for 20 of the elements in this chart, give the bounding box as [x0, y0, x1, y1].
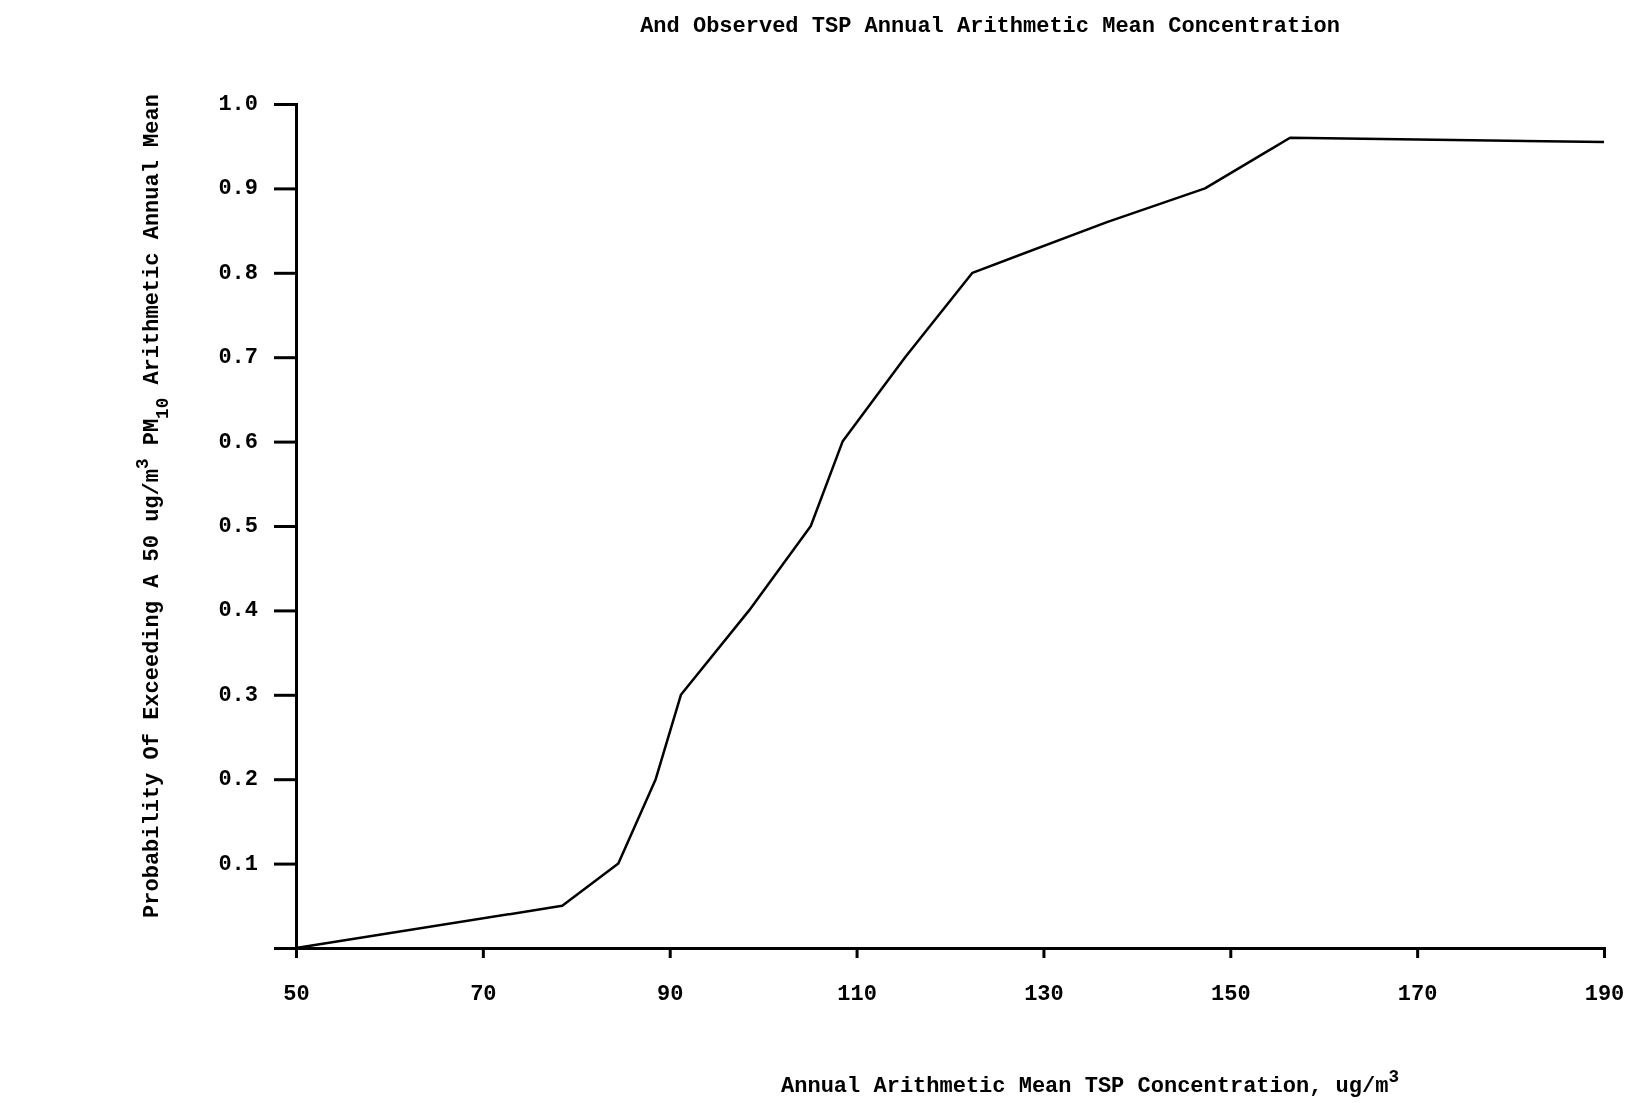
x-tick-label: 110 — [837, 981, 877, 1007]
x-tick-label: 190 — [1584, 981, 1625, 1007]
y-tick-label: 0.4 — [218, 598, 258, 624]
x-tick-label: 50 — [283, 981, 310, 1007]
y-tick-label: 0.8 — [218, 260, 258, 286]
y-tick-label: 0.6 — [218, 429, 258, 455]
x-tick-label: 150 — [1210, 981, 1251, 1007]
x-tick-label: 90 — [657, 981, 684, 1007]
x-tick-label: 70 — [470, 981, 497, 1007]
y-tick-label: 0.5 — [218, 514, 258, 539]
y-tick-label: 0.3 — [218, 682, 258, 708]
x-axis-title: Annual Arithmetic Mean TSP Concentration, ug/m$^{3}$ — [781, 1067, 1399, 1099]
y-tick-label: 0.1 — [218, 851, 258, 877]
y-tick-label: 1.0 — [218, 92, 258, 117]
y-tick-label: 0.9 — [218, 176, 258, 202]
y-tick-label: 0.7 — [218, 345, 258, 371]
x-tick-label: 130 — [1024, 981, 1064, 1007]
chart-title: And Observed TSP Annual Arithmetic Mean Concentration — [640, 14, 1340, 39]
y-tick-label: 0.2 — [218, 767, 258, 793]
x-tick-label: 170 — [1397, 981, 1438, 1007]
